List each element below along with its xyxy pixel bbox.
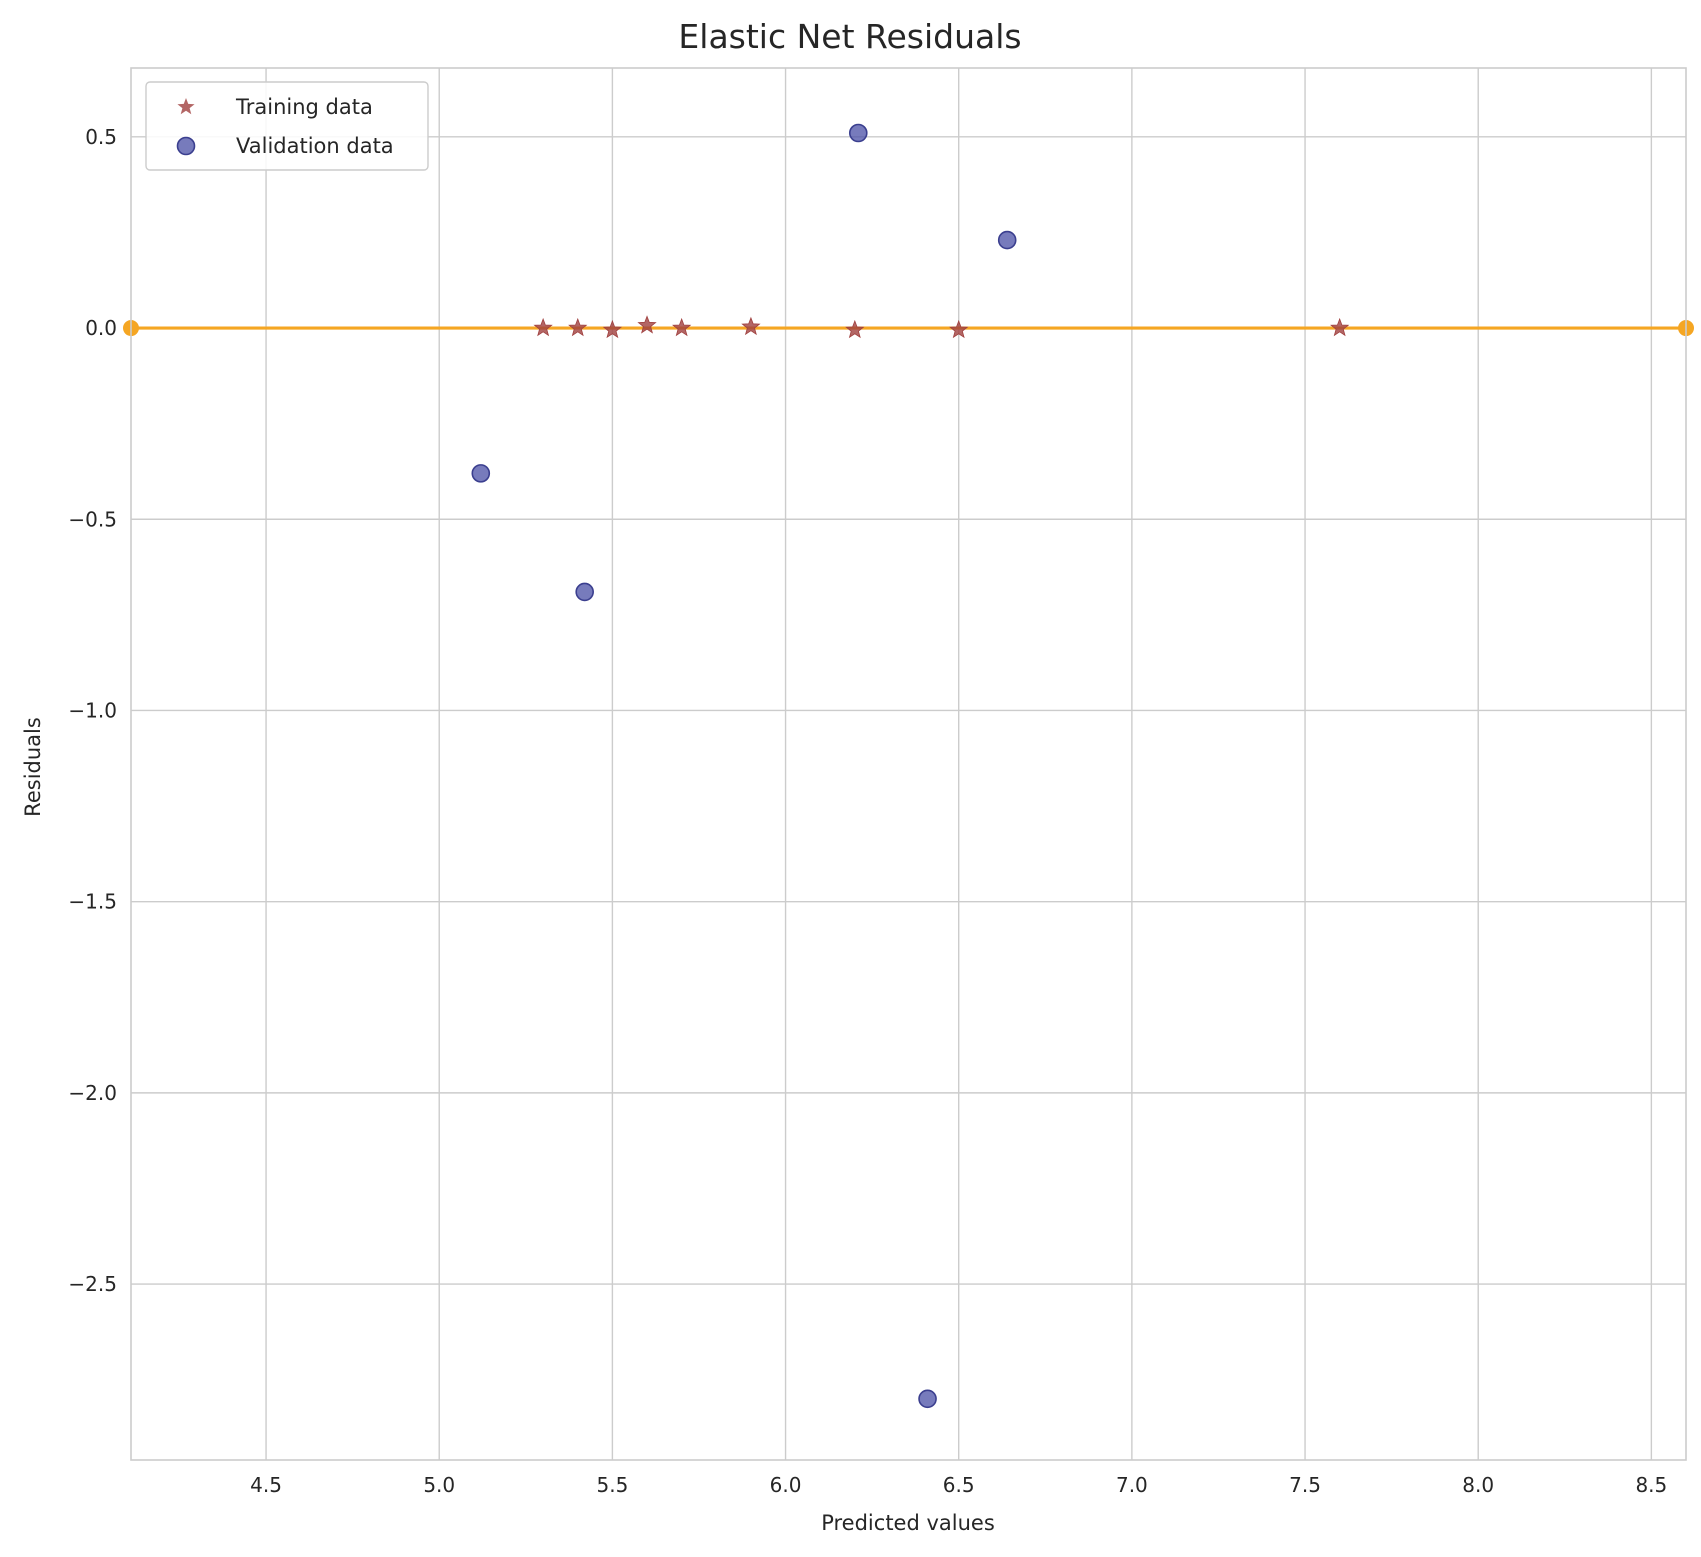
legend-box [145,81,429,171]
x-tick-labels: 4.5 5.0 5.5 6.0 6.5 7.0 7.5 8.0 8.5 [250,1473,1667,1497]
x-tick-label: 6.0 [770,1473,802,1497]
x-tick-label: 8.0 [1462,1473,1494,1497]
x-tick-label: 7.5 [1289,1473,1321,1497]
training-data-point [637,315,657,334]
validation-data-point [848,123,868,143]
y-tick-label: −2.5 [68,1272,117,1296]
y-axis-label: Residuals [21,717,45,817]
legend-training-star-icon [177,98,195,115]
training-data-point [949,319,969,339]
training-data-point [672,317,692,337]
x-tick-label: 5.0 [423,1473,455,1497]
training-data-point [568,317,588,337]
x-tick-label: 6.5 [943,1473,975,1497]
x-tick-label: 5.5 [596,1473,628,1497]
plot-frame [130,67,1687,1461]
validation-data-point [997,230,1017,250]
y-tick-label: 0.0 [85,316,117,340]
training-data-point [602,319,623,339]
legend-label-training: Training data [235,95,373,119]
legend-label-validation: Validation data [236,134,394,158]
chart-title: Elastic Net Residuals [678,17,1021,56]
y-tick-label: −2.0 [68,1081,117,1105]
y-tick-label: −1.5 [68,890,117,914]
y-tick-labels: 0.5 0.0 −0.5 −1.0 −1.5 −2.0 −2.5 [68,125,117,1296]
validation-data-point [575,582,594,602]
training-data-point [741,316,761,336]
x-axis-label: Predicted values [821,1511,995,1535]
validation-data-point [471,464,491,483]
x-tick-label: 7.0 [1116,1473,1148,1497]
data-points [471,123,1350,1409]
x-tick-label: 8.5 [1635,1473,1667,1497]
y-tick-label: −1.0 [68,698,117,722]
legend: Training data Validation data [145,81,429,171]
training-data-point [845,319,865,339]
training-data-point [533,317,553,337]
training-data-point [1330,317,1350,337]
validation-data-point [918,1389,937,1409]
y-tick-label: 0.5 [85,125,117,149]
y-tick-label: −0.5 [68,507,117,531]
legend-validation-circle-icon [176,136,196,156]
x-tick-label: 4.5 [250,1473,282,1497]
